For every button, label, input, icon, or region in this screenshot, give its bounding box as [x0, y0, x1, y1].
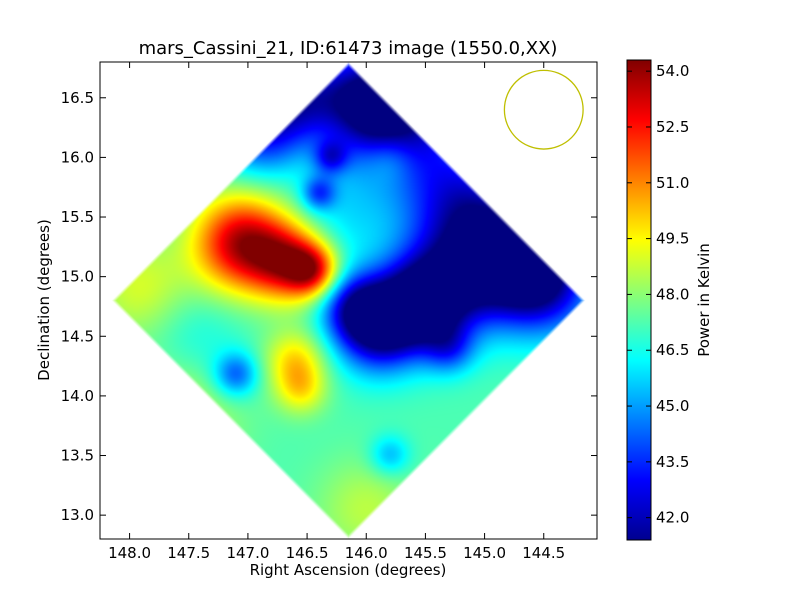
colorbar-tick-label: 46.5	[656, 341, 689, 359]
y-tick-label: 15.0	[61, 268, 94, 286]
x-tick-label: 146.5	[286, 544, 329, 562]
x-axis: 148.0 147.5 147.0 146.5 146.0 145.5 145.0 144.5	[108, 62, 565, 562]
colorbar-tick-label: 51.0	[656, 174, 689, 192]
y-tick-label: 16.5	[61, 89, 94, 107]
colorbar-tick-label: 54.0	[656, 62, 689, 80]
x-tick-label: 145.5	[404, 544, 447, 562]
colorbar-tick-label: 45.0	[656, 397, 689, 415]
y-axis-label: Declination (degrees)	[35, 219, 53, 381]
x-tick-label: 148.0	[108, 544, 151, 562]
colorbar-tick-label: 48.0	[656, 285, 689, 303]
colorbar-label: Power in Kelvin	[695, 243, 713, 357]
x-tick-label: 147.0	[226, 544, 269, 562]
heatmap-image	[100, 62, 597, 539]
x-tick-label: 147.5	[167, 544, 210, 562]
y-tick-label: 13.5	[61, 447, 94, 465]
x-tick-label: 146.0	[345, 544, 388, 562]
heatmap	[100, 62, 597, 539]
x-tick-label: 144.5	[522, 544, 565, 562]
y-tick-label: 15.5	[61, 208, 94, 226]
y-axis: 13.0 13.5 14.0 14.5 15.0 15.5 16.0 16.5	[61, 89, 597, 524]
y-tick-label: 14.5	[61, 327, 94, 345]
colorbar-tick-label: 49.5	[656, 230, 689, 248]
colorbar-axis: 42.0 43.5 45.0 46.5 48.0 49.5 51.0 52.5 54.0	[627, 62, 689, 527]
colorbar-tick-label: 52.5	[656, 118, 689, 136]
colorbar-tick-label: 42.0	[656, 509, 689, 527]
x-tick-label: 145.0	[463, 544, 506, 562]
plot-frame	[99, 61, 598, 540]
y-tick-label: 14.0	[61, 387, 94, 405]
y-tick-label: 16.0	[61, 148, 94, 166]
colorbar	[626, 59, 652, 541]
x-axis-label: Right Ascension (degrees)	[250, 561, 447, 579]
y-tick-label: 13.0	[61, 506, 94, 524]
chart-title: mars_Cassini_21, ID:61473 image (1550.0,…	[139, 38, 558, 59]
colorbar-tick-label: 43.5	[656, 453, 689, 471]
beam-circle	[503, 69, 584, 150]
